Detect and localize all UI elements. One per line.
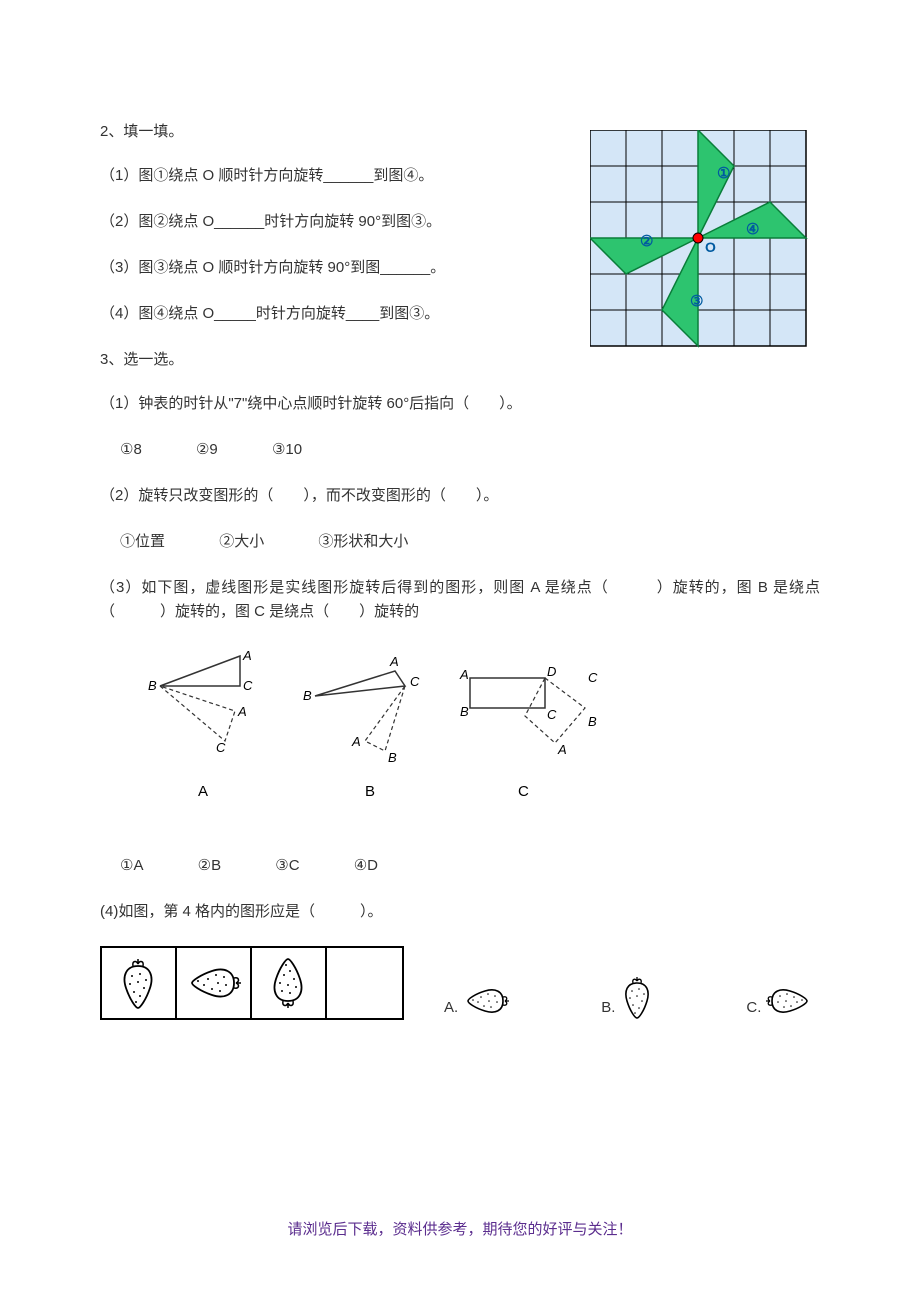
strawberry-cell-1 [102, 948, 177, 1018]
svg-text:A: A [351, 734, 361, 749]
fig-a-label: A [198, 783, 208, 800]
q3-sub1-opt-c: ③10 [272, 438, 302, 462]
svg-text:B: B [388, 750, 397, 765]
strawberry-cell-3 [252, 948, 327, 1018]
fig-b-label: B [365, 783, 375, 800]
tri-a-label-c: C [243, 678, 253, 693]
pinwheel-label-4: ④ [746, 221, 759, 238]
tri-a-label-a: A [242, 648, 252, 663]
strawberry-sequence: A. B. C. [100, 946, 820, 1020]
strawberry-opt-c: C. [746, 982, 814, 1020]
q3-sub2-opt-b: ②大小 [219, 530, 264, 554]
q3-sub2: （2）旋转只改变图形的（ ），而不改变图形的（ ）。 [100, 484, 820, 508]
triangles-figure: A B C A C A A B C B A B A D B C C B A C [130, 646, 820, 824]
pinwheel-label-o: O [705, 239, 716, 255]
svg-text:A: A [237, 704, 247, 719]
q3-sub3: （3）如下图，虚线图形是实线图形旋转后得到的图形，则图 A 是绕点（ ）旋转的，… [100, 576, 820, 624]
q3-sub4: (4)如图，第 4 格内的图形应是（ ）。 [100, 900, 820, 924]
q3-sub3-opt-b: ②B [198, 854, 221, 878]
pinwheel-label-1: ① [717, 165, 730, 182]
pinwheel-svg: ① ② ③ ④ O [590, 130, 810, 350]
strawberry-cell-4 [327, 948, 402, 1018]
opt-c-label: C. [746, 996, 761, 1020]
svg-text:A: A [459, 667, 469, 682]
opt-a-label: A. [444, 996, 458, 1020]
svg-text:A: A [389, 654, 399, 669]
svg-text:C: C [588, 670, 598, 685]
triangles-svg: A B C A C A A B C B A B A D B C C B A C [130, 646, 630, 816]
svg-text:C: C [216, 740, 226, 755]
tri-a-label-b: B [148, 678, 157, 693]
q3-sub3-opt-a: ①A [120, 854, 143, 878]
q3-sub1: （1）钟表的时针从"7"绕中心点顺时针旋转 60°后指向（ ）。 [100, 392, 820, 416]
pinwheel-label-2: ② [640, 233, 653, 250]
svg-text:A: A [557, 742, 567, 757]
strawberry-options: A. B. C. [444, 974, 814, 1020]
svg-text:C: C [547, 707, 557, 722]
svg-text:B: B [460, 704, 469, 719]
svg-text:D: D [547, 664, 556, 679]
strawberry-cell-2 [177, 948, 252, 1018]
q3-sub1-opt-a: ①8 [120, 438, 142, 462]
strawberry-opt-a: A. [444, 982, 511, 1020]
fig-c-label: C [518, 783, 529, 800]
q3-sub3-opt-d: ④D [354, 854, 378, 878]
svg-text:B: B [303, 688, 312, 703]
q3-sub2-opt-a: ①位置 [120, 530, 165, 554]
q3-sub1-opt-b: ②9 [196, 438, 218, 462]
q3-sub3-opt-c: ③C [275, 854, 299, 878]
pinwheel-label-3: ③ [690, 293, 703, 310]
pinwheel-figure: ① ② ③ ④ O [590, 130, 810, 358]
q3-sub1-options: ①8 ②9 ③10 [120, 438, 820, 462]
svg-text:C: C [410, 674, 420, 689]
q3-sub2-opt-c: ③形状和大小 [318, 530, 408, 554]
strawberry-opt-b: B. [601, 974, 656, 1020]
strawberry-frame [100, 946, 404, 1020]
q3-sub2-options: ①位置 ②大小 ③形状和大小 [120, 530, 820, 554]
svg-text:B: B [588, 714, 597, 729]
opt-b-label: B. [601, 996, 615, 1020]
footer-note: 请浏览后下载，资料供参考，期待您的好评与关注！ [0, 1218, 920, 1242]
q3-sub3-options: ①A ②B ③C ④D [120, 854, 820, 878]
